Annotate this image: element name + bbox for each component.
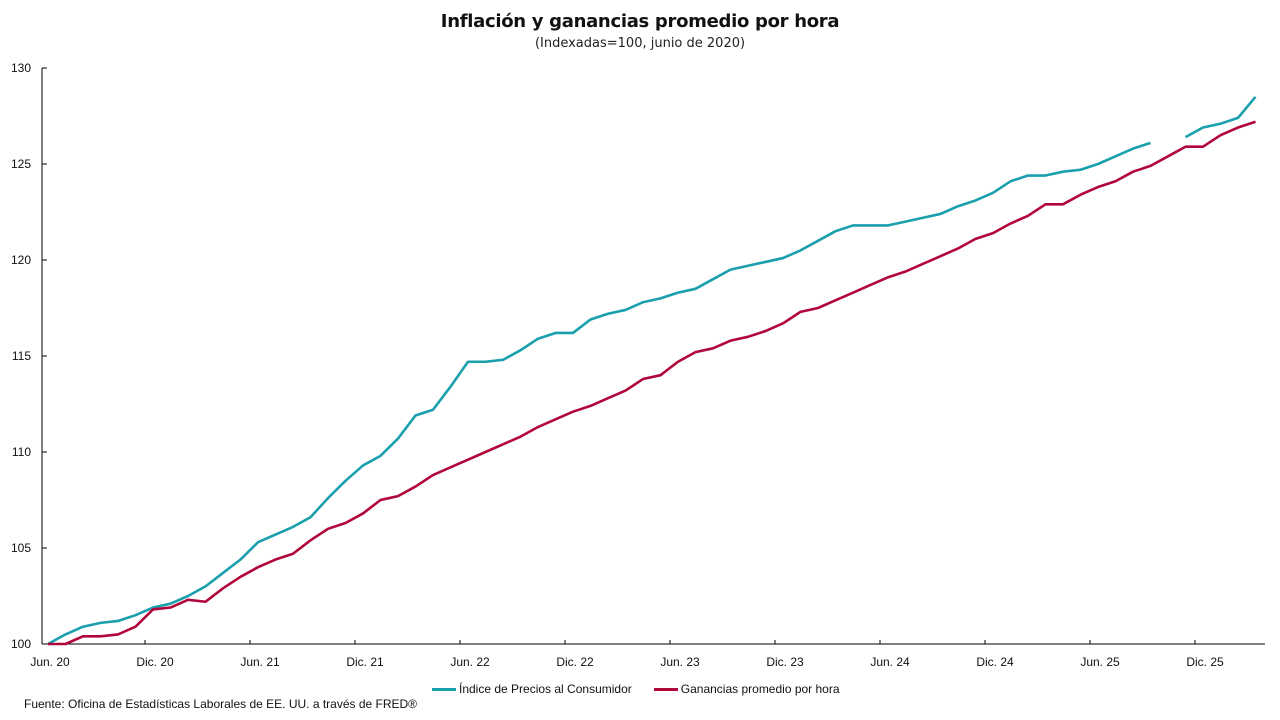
- x-tick-label: Jun. 22: [450, 655, 490, 669]
- series-line-segment: [47, 141, 1151, 646]
- legend-swatch-cpi: [432, 687, 456, 691]
- series-line-segment: [1184, 95, 1257, 139]
- axes: [41, 68, 1265, 645]
- y-tick-label: 120: [11, 253, 31, 267]
- y-tick-label: 100: [11, 637, 31, 651]
- legend: Índice de Precios al Consumidor Ganancia…: [432, 682, 840, 696]
- x-tick-label: Dic. 21: [346, 655, 384, 669]
- legend-label-wages: Ganancias promedio por hora: [680, 682, 840, 696]
- x-axis-ticks: Jun. 20 Dic. 20 Jun. 21 Dic. 21 Jun. 22 Dic. …: [30, 640, 1224, 669]
- y-tick-label: 110: [12, 445, 31, 459]
- y-tick-label: 105: [11, 541, 31, 555]
- chart-title: Inflación y ganancias promedio por hora: [440, 11, 840, 32]
- y-tick-label: 130: [11, 61, 31, 75]
- x-tick-label: Jun. 23: [660, 655, 700, 669]
- y-axis-ticks: 100 105 110 115 120 125 130: [11, 61, 47, 651]
- x-tick-label: Dic. 22: [556, 655, 594, 669]
- x-tick-label: Jun. 25: [1080, 655, 1120, 669]
- x-tick-label: Dic. 25: [1186, 655, 1224, 669]
- x-tick-label: Dic. 23: [766, 655, 804, 669]
- y-tick-label: 115: [12, 349, 31, 363]
- series-line-segment: [48, 120, 1256, 646]
- x-tick-label: Jun. 20: [30, 655, 70, 669]
- legend-swatch-wages: [653, 687, 678, 691]
- y-tick-label: 125: [11, 157, 31, 171]
- x-tick-label: Dic. 24: [976, 655, 1014, 669]
- x-tick-label: Dic. 20: [136, 655, 174, 669]
- x-tick-label: Jun. 21: [240, 655, 280, 669]
- source-note: Fuente: Oficina de Estadísticas Laborale…: [24, 697, 418, 711]
- legend-item-wages: Ganancias promedio por hora: [653, 682, 840, 696]
- series-lines: [47, 95, 1257, 646]
- series-cpi: [47, 95, 1257, 646]
- x-tick-label: Jun. 24: [870, 655, 910, 669]
- series-wages: [47, 120, 1256, 646]
- legend-item-cpi: Índice de Precios al Consumidor: [432, 682, 632, 696]
- legend-label-cpi: Índice de Precios al Consumidor: [459, 682, 632, 696]
- chart-subtitle: (Indexadas=100, junio de 2020): [534, 36, 746, 51]
